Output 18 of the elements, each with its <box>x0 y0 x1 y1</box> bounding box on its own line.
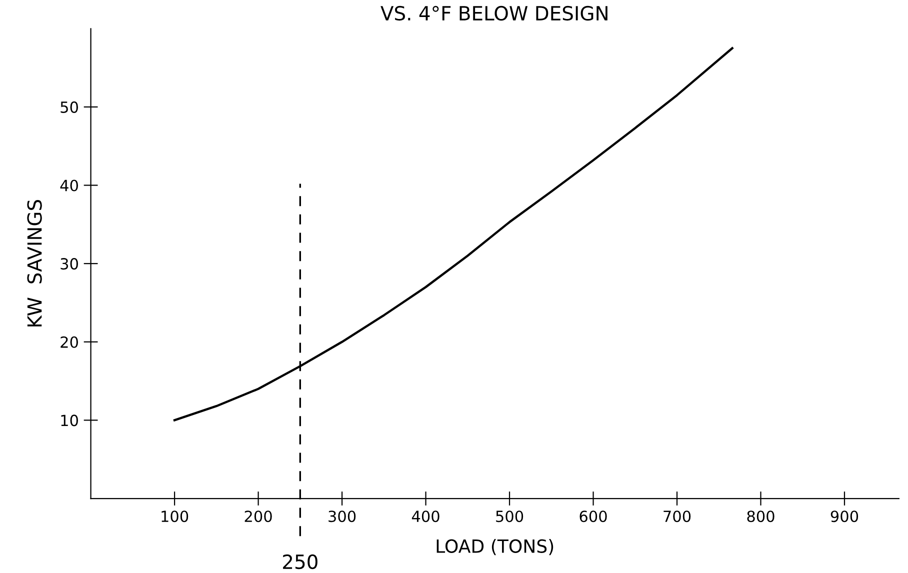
x-tick-label: 100 <box>162 510 188 522</box>
y-tick-label: 30 <box>60 258 78 270</box>
chart-title: VS. 4°F BELOW DESIGN <box>380 6 608 21</box>
y-tick-label: 10 <box>61 414 78 426</box>
y-tick-label: 50 <box>60 101 78 113</box>
x-tick-label: 800 <box>747 510 774 522</box>
x-tick-label: 900 <box>830 510 858 522</box>
x-tick-label: 300 <box>328 510 356 522</box>
ref-line-label: 250 <box>283 554 318 570</box>
x-tick-label: 200 <box>244 510 272 522</box>
x-tick-label: 400 <box>412 510 440 522</box>
y-tick-label: 40 <box>60 180 78 192</box>
x-tick-label: 700 <box>664 510 691 522</box>
x-tick-label: 600 <box>580 510 607 522</box>
x-tick-label: 500 <box>496 510 524 522</box>
y-tick-label: 20 <box>60 336 78 348</box>
y-axis-title: KW SAVINGS <box>27 200 42 326</box>
x-axis-title: LOAD (TONS) <box>436 539 554 556</box>
